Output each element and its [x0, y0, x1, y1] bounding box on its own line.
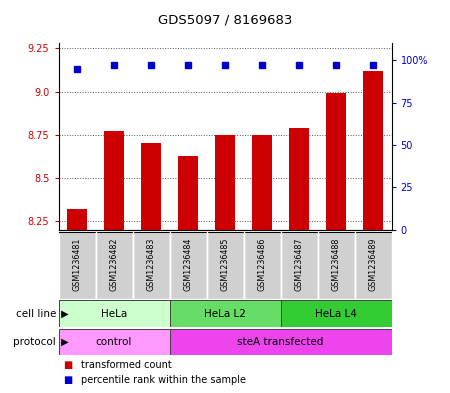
Text: GSM1236488: GSM1236488	[332, 237, 341, 290]
Bar	[58, 232, 95, 299]
Bar	[58, 329, 170, 355]
Bar	[215, 135, 235, 230]
Bar	[252, 135, 272, 230]
Bar	[95, 232, 132, 299]
Bar	[280, 300, 392, 327]
Text: steA transfected: steA transfected	[237, 337, 324, 347]
Bar	[318, 232, 355, 299]
Bar	[363, 71, 383, 230]
Text: GSM1236489: GSM1236489	[369, 237, 378, 291]
Text: HeLa L2: HeLa L2	[204, 309, 246, 319]
Bar	[141, 143, 161, 230]
Text: GSM1236482: GSM1236482	[109, 237, 118, 291]
Text: GSM1236481: GSM1236481	[72, 237, 81, 290]
Bar	[178, 156, 198, 230]
Text: GSM1236485: GSM1236485	[220, 237, 230, 291]
Bar	[170, 329, 392, 355]
Text: ▶: ▶	[58, 309, 68, 319]
Text: protocol: protocol	[14, 337, 56, 347]
Text: cell line: cell line	[16, 309, 56, 319]
Text: ■: ■	[63, 360, 72, 370]
Bar	[207, 232, 243, 299]
Text: transformed count: transformed count	[81, 360, 172, 370]
Bar	[170, 300, 280, 327]
Bar	[243, 232, 280, 299]
Bar	[326, 94, 346, 230]
Bar	[280, 232, 318, 299]
Text: HeLa L4: HeLa L4	[315, 309, 357, 319]
Text: GSM1236483: GSM1236483	[147, 237, 156, 290]
Bar	[289, 128, 309, 230]
Bar	[355, 232, 392, 299]
Text: percentile rank within the sample: percentile rank within the sample	[81, 375, 246, 385]
Text: GSM1236487: GSM1236487	[294, 237, 303, 291]
Text: GSM1236486: GSM1236486	[257, 237, 266, 290]
Text: HeLa: HeLa	[101, 309, 127, 319]
Bar	[104, 131, 124, 230]
Text: GSM1236484: GSM1236484	[184, 237, 193, 290]
Text: GDS5097 / 8169683: GDS5097 / 8169683	[158, 14, 292, 27]
Text: ■: ■	[63, 375, 72, 385]
Bar	[58, 300, 170, 327]
Text: ▶: ▶	[58, 337, 68, 347]
Text: control: control	[96, 337, 132, 347]
Bar	[170, 232, 207, 299]
Bar	[67, 209, 87, 230]
Bar	[132, 232, 170, 299]
